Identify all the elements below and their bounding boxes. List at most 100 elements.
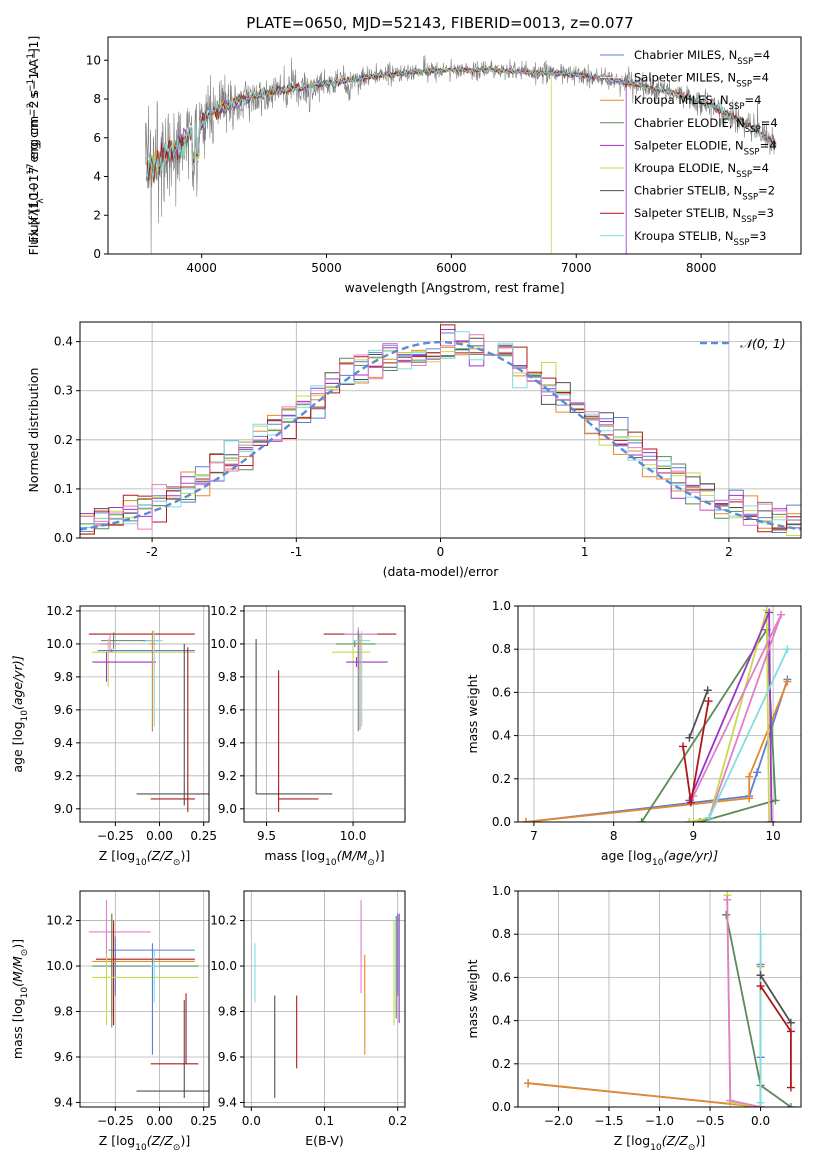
legend-entry: Kroupa ELODIE, NSSP=4 [634, 161, 769, 180]
panel-z-mass: −0.25 0.00 0.259.49.69.810.010.2Z [log10(Z… [10, 890, 217, 1153]
x-tick-label: 7000 [561, 261, 592, 275]
y-axis-label-part: )] [10, 939, 25, 949]
y-tick-label: 1.0 [492, 884, 511, 898]
y-axis-label-part: A [26, 66, 41, 79]
y-axis-label: mass [log10(M/M⊙)] [10, 939, 30, 1059]
y-tick-label: 0.4 [54, 335, 73, 349]
legend-entry: Chabrier STELIB, NSSP=2 [634, 184, 775, 203]
weight-point-marker [786, 1083, 795, 1092]
y-axis-label: Flux [fλ10−17 erg cm−2 s−1 A−1] [26, 48, 46, 243]
normal-distribution-curve [80, 341, 801, 531]
y-tick-label: 0.0 [492, 1100, 511, 1114]
x-axis-label-part: (Z/Z [147, 848, 174, 863]
y-tick-label: 9.8 [218, 670, 237, 684]
y-axis-label: age [log10(age/yr)] [10, 655, 30, 772]
legend-entry-post: =4 [761, 116, 778, 130]
legend-entry-sub: SSP [736, 170, 752, 180]
weight-series-line [708, 648, 789, 819]
plot-area [521, 606, 792, 822]
legend-entry-sub: SSP [736, 80, 752, 90]
weight-point-marker [723, 895, 732, 904]
x-axis-label-part: 10 [650, 1143, 662, 1153]
legend-entry-text: Kroupa MILES, N [634, 93, 729, 107]
x-axis-label-part: (Z/Z [147, 1133, 174, 1148]
x-tick-label: -1 [290, 545, 302, 559]
weight-point-marker [703, 686, 712, 695]
x-axis-label: Z [log10(Z/Z⊙)] [99, 848, 190, 868]
weight-point-marker [756, 971, 765, 980]
y-tick-label: 8 [93, 92, 101, 106]
plot-area [524, 891, 795, 1107]
legend-entry-post: =3 [749, 229, 766, 243]
y-axis-label-part: erg cm [26, 119, 41, 167]
y-tick-label: 9.8 [54, 670, 73, 684]
y-tick-label: 0.2 [492, 772, 511, 786]
plot-area [255, 627, 397, 813]
weight-series-line [528, 966, 762, 1107]
axes-frame [79, 890, 210, 1108]
y-tick-label: 10 [86, 53, 101, 67]
y-axis-label-part: Flux [f [26, 216, 41, 256]
x-tick-label: 5000 [311, 261, 342, 275]
y-axis-label-part: 10 [20, 987, 30, 999]
plot-area [145, 55, 777, 254]
legend-entry-sub: SSP [744, 147, 760, 157]
y-axis-label-part: (M/M [10, 956, 25, 987]
weight-point-marker [524, 1079, 533, 1088]
legend-entry: Kroupa STELIB, NSSP=3 [634, 229, 766, 248]
legend-entry: 𝒩(0, 1) [740, 336, 786, 351]
y-tick-label: 0.2 [492, 1057, 511, 1071]
weight-point-marker [756, 1098, 765, 1107]
y-axis-label-part: age [log [10, 721, 25, 772]
y-tick-label: 9.2 [218, 769, 237, 783]
legend-entry-text: Kroupa STELIB, N [634, 229, 734, 243]
weight-point-marker [771, 796, 780, 805]
weight-series-line [759, 985, 792, 1088]
x-tick-label: −1.5 [594, 1114, 623, 1128]
x-tick-label: 6000 [436, 261, 467, 275]
x-axis-label-part: )] [375, 848, 385, 863]
y-tick-label: 9.6 [54, 1050, 73, 1064]
weight-point-marker [765, 818, 774, 822]
x-tick-label: 0.25 [190, 829, 217, 843]
y-tick-label: 0.2 [54, 433, 73, 447]
legend-entry: Salpeter MILES, NSSP=4 [634, 71, 769, 90]
x-tick-label: 10 [765, 829, 780, 843]
y-axis-label-part: ⊙ [20, 949, 30, 957]
weight-series-line [640, 626, 777, 822]
y-axis-label-part: −17 [26, 166, 41, 192]
y-tick-label: 10.0 [210, 959, 237, 973]
axes-frame [243, 605, 406, 823]
x-tick-label: 1 [581, 545, 589, 559]
y-tick-label: 9.4 [218, 736, 237, 750]
y-tick-label: 10.2 [46, 604, 73, 618]
weight-point-marker [521, 818, 530, 822]
legend-entry: Salpeter ELODIE, NSSP=4 [634, 138, 777, 157]
weight-point-marker [786, 1027, 795, 1036]
y-tick-label: 0.8 [492, 642, 511, 656]
x-axis-label-part: mass [log [264, 848, 325, 863]
legend-entry-sub: SSP [737, 57, 753, 67]
axes-frame [517, 605, 802, 823]
x-axis-label-part: ⊙ [367, 858, 375, 868]
x-axis-label-part: ⊙ [173, 1143, 181, 1153]
y-tick-label: 10.2 [210, 604, 237, 618]
y-tick-label: 9.0 [54, 802, 73, 816]
y-tick-label: 10.2 [210, 914, 237, 928]
weight-point-marker [637, 818, 646, 822]
y-axis-label-part: A [26, 59, 41, 72]
y-axis-label-part: s [26, 92, 41, 103]
legend-entry: Salpeter STELIB, NSSP=3 [634, 206, 774, 225]
legend-entry-post: =4 [744, 93, 761, 107]
y-tick-label: 10.0 [210, 637, 237, 651]
y-tick-label: 9.8 [54, 1005, 73, 1019]
legend-entry-sub: SSP [745, 125, 761, 135]
y-tick-label: 9.6 [54, 703, 73, 717]
model-spectrum-line [146, 66, 627, 254]
weight-series-line [525, 681, 789, 822]
x-axis-label-part: )] [180, 848, 190, 863]
x-tick-label: 0.2 [388, 1114, 407, 1128]
chart-title: PLATE=0650, MJD=52143, FIBERID=0013, z=0… [246, 14, 633, 32]
x-tick-label: −1.0 [645, 1114, 674, 1128]
